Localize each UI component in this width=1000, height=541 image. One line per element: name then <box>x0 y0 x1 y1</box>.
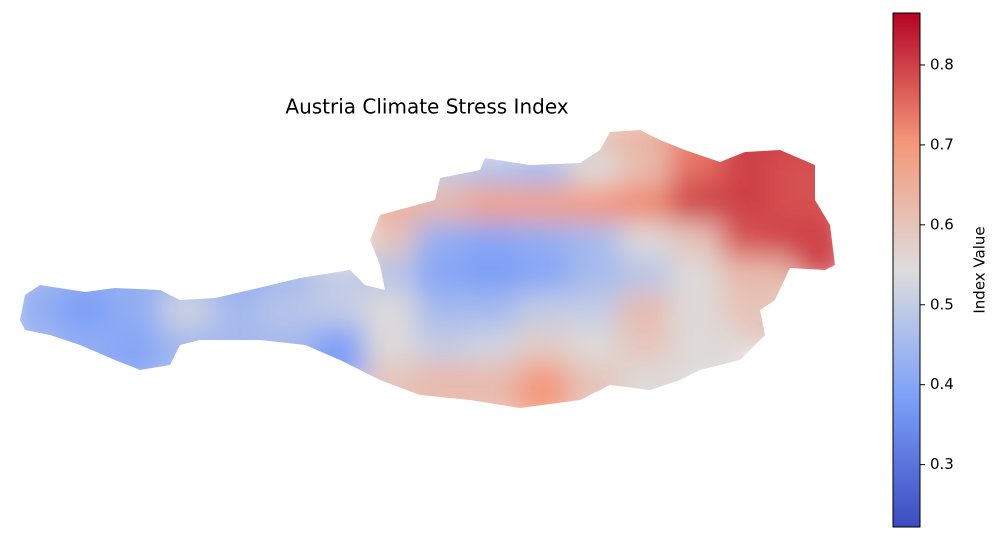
colorbar-tick-label: 0.5 <box>930 295 954 313</box>
map-title: Austria Climate Stress Index <box>285 95 568 119</box>
colorbar-tick-label: 0.3 <box>930 455 954 473</box>
colorbar-axis: 0.3 0.4 0.5 0.6 0.7 0.8 <box>920 55 954 473</box>
colorbar-tick-label: 0.6 <box>930 215 954 233</box>
colorbar <box>892 12 921 528</box>
colorbar-tick-label: 0.8 <box>930 55 954 73</box>
raster-cells <box>20 130 835 408</box>
raster-cell <box>619 362 695 408</box>
raster <box>20 130 835 408</box>
colorbar-tick-label: 0.7 <box>930 135 954 153</box>
colorbar-tick-label: 0.4 <box>930 375 954 393</box>
colorbar-label: Index Value <box>971 226 989 313</box>
